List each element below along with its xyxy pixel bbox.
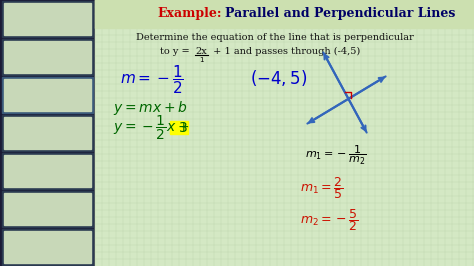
- Bar: [95, 0, 474, 266]
- Text: 1: 1: [199, 57, 203, 63]
- Bar: [2, 115, 93, 151]
- Bar: [4, 3, 91, 35]
- Text: $m_1 = \dfrac{2}{5}$: $m_1 = \dfrac{2}{5}$: [300, 175, 343, 201]
- Text: Parallel and Perpendicular Lines: Parallel and Perpendicular Lines: [225, 7, 455, 20]
- Bar: [2, 153, 93, 189]
- Bar: [4, 193, 91, 225]
- Text: $(-4,5)$: $(-4,5)$: [250, 68, 307, 88]
- Bar: [4, 155, 91, 187]
- Text: $\mathit{m} = -\dfrac{1}{2}$: $\mathit{m} = -\dfrac{1}{2}$: [120, 64, 184, 96]
- Bar: [4, 117, 91, 149]
- Text: $y = -\dfrac{1}{2}x +$: $y = -\dfrac{1}{2}x +$: [113, 114, 189, 142]
- Text: $3$: $3$: [178, 121, 188, 135]
- Bar: [0, 0, 95, 266]
- Text: 2x: 2x: [195, 47, 207, 56]
- Text: to y =: to y =: [160, 47, 193, 56]
- Bar: [2, 77, 93, 113]
- Text: Example:: Example:: [158, 7, 222, 20]
- Bar: [4, 79, 91, 111]
- Text: + 1 and passes through (-4,5): + 1 and passes through (-4,5): [210, 47, 360, 56]
- Text: Determine the equation of the line that is perpendicular: Determine the equation of the line that …: [136, 34, 413, 43]
- Bar: [2, 39, 93, 75]
- Bar: [2, 229, 93, 265]
- Text: $y = mx + b$: $y = mx + b$: [113, 99, 188, 117]
- Text: $m_2 = -\dfrac{5}{2}$: $m_2 = -\dfrac{5}{2}$: [300, 207, 359, 233]
- Text: $m_1 = -\dfrac{1}{m_2}$: $m_1 = -\dfrac{1}{m_2}$: [305, 143, 366, 167]
- Bar: [2, 1, 93, 37]
- Bar: [2, 191, 93, 227]
- Bar: [4, 231, 91, 263]
- Bar: [4, 41, 91, 73]
- Bar: [95, 0, 474, 28]
- Bar: [170, 121, 188, 134]
